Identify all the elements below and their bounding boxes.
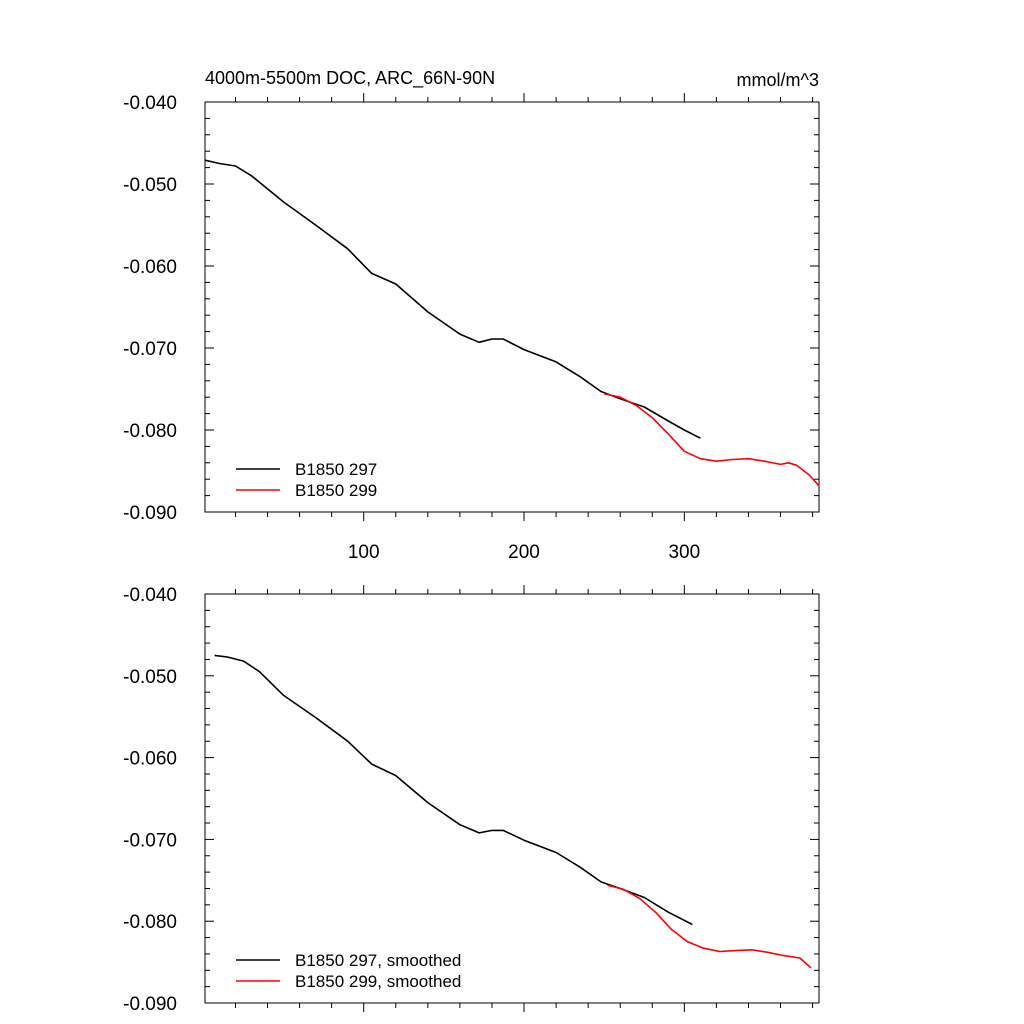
series-line-1 (214, 654, 693, 926)
bottom-panel: -0.040 -0.050 -0.060 -0.070 -0.080 -0.090 B185… (123, 585, 820, 1015)
y-tick-label: -0.070 (123, 339, 177, 360)
x-tick-label: 300 (668, 542, 700, 563)
y-tick-label: -0.090 (123, 994, 177, 1015)
plot-frame (204, 101, 820, 513)
y-tick-label: -0.040 (123, 585, 177, 606)
y-tick-label: -0.040 (123, 93, 177, 114)
x-tick-label: 100 (348, 542, 380, 563)
top-panel: -0.040 -0.050 -0.060 -0.070 -0.080 -0.090 100 2… (123, 93, 820, 563)
legend-label: B1850 299 (295, 481, 377, 500)
y-tick-label: -0.080 (123, 912, 177, 933)
y-tick-label: -0.080 (123, 421, 177, 442)
y-tick-label: -0.060 (123, 257, 177, 278)
series-line-1 (204, 159, 701, 439)
legend-label: B1850 299, smoothed (295, 972, 461, 991)
y-tick-label: -0.090 (123, 503, 177, 524)
y-tick-label: -0.050 (123, 175, 177, 196)
legend-label: B1850 297, smoothed (295, 951, 461, 970)
x-tick-label: 200 (508, 542, 540, 563)
units-label: mmol/m^3 (737, 70, 819, 90)
series-line-2 (604, 393, 820, 487)
y-tick-label: -0.050 (123, 667, 177, 688)
chart-title: 4000m-5500m DOC, ARC_66N-90N (205, 68, 495, 89)
y-tick-label: -0.070 (123, 830, 177, 851)
legend-label: B1850 297 (295, 460, 377, 479)
plot-frame (204, 593, 820, 1004)
y-tick-label: -0.060 (123, 749, 177, 770)
series-line-2 (607, 884, 812, 969)
